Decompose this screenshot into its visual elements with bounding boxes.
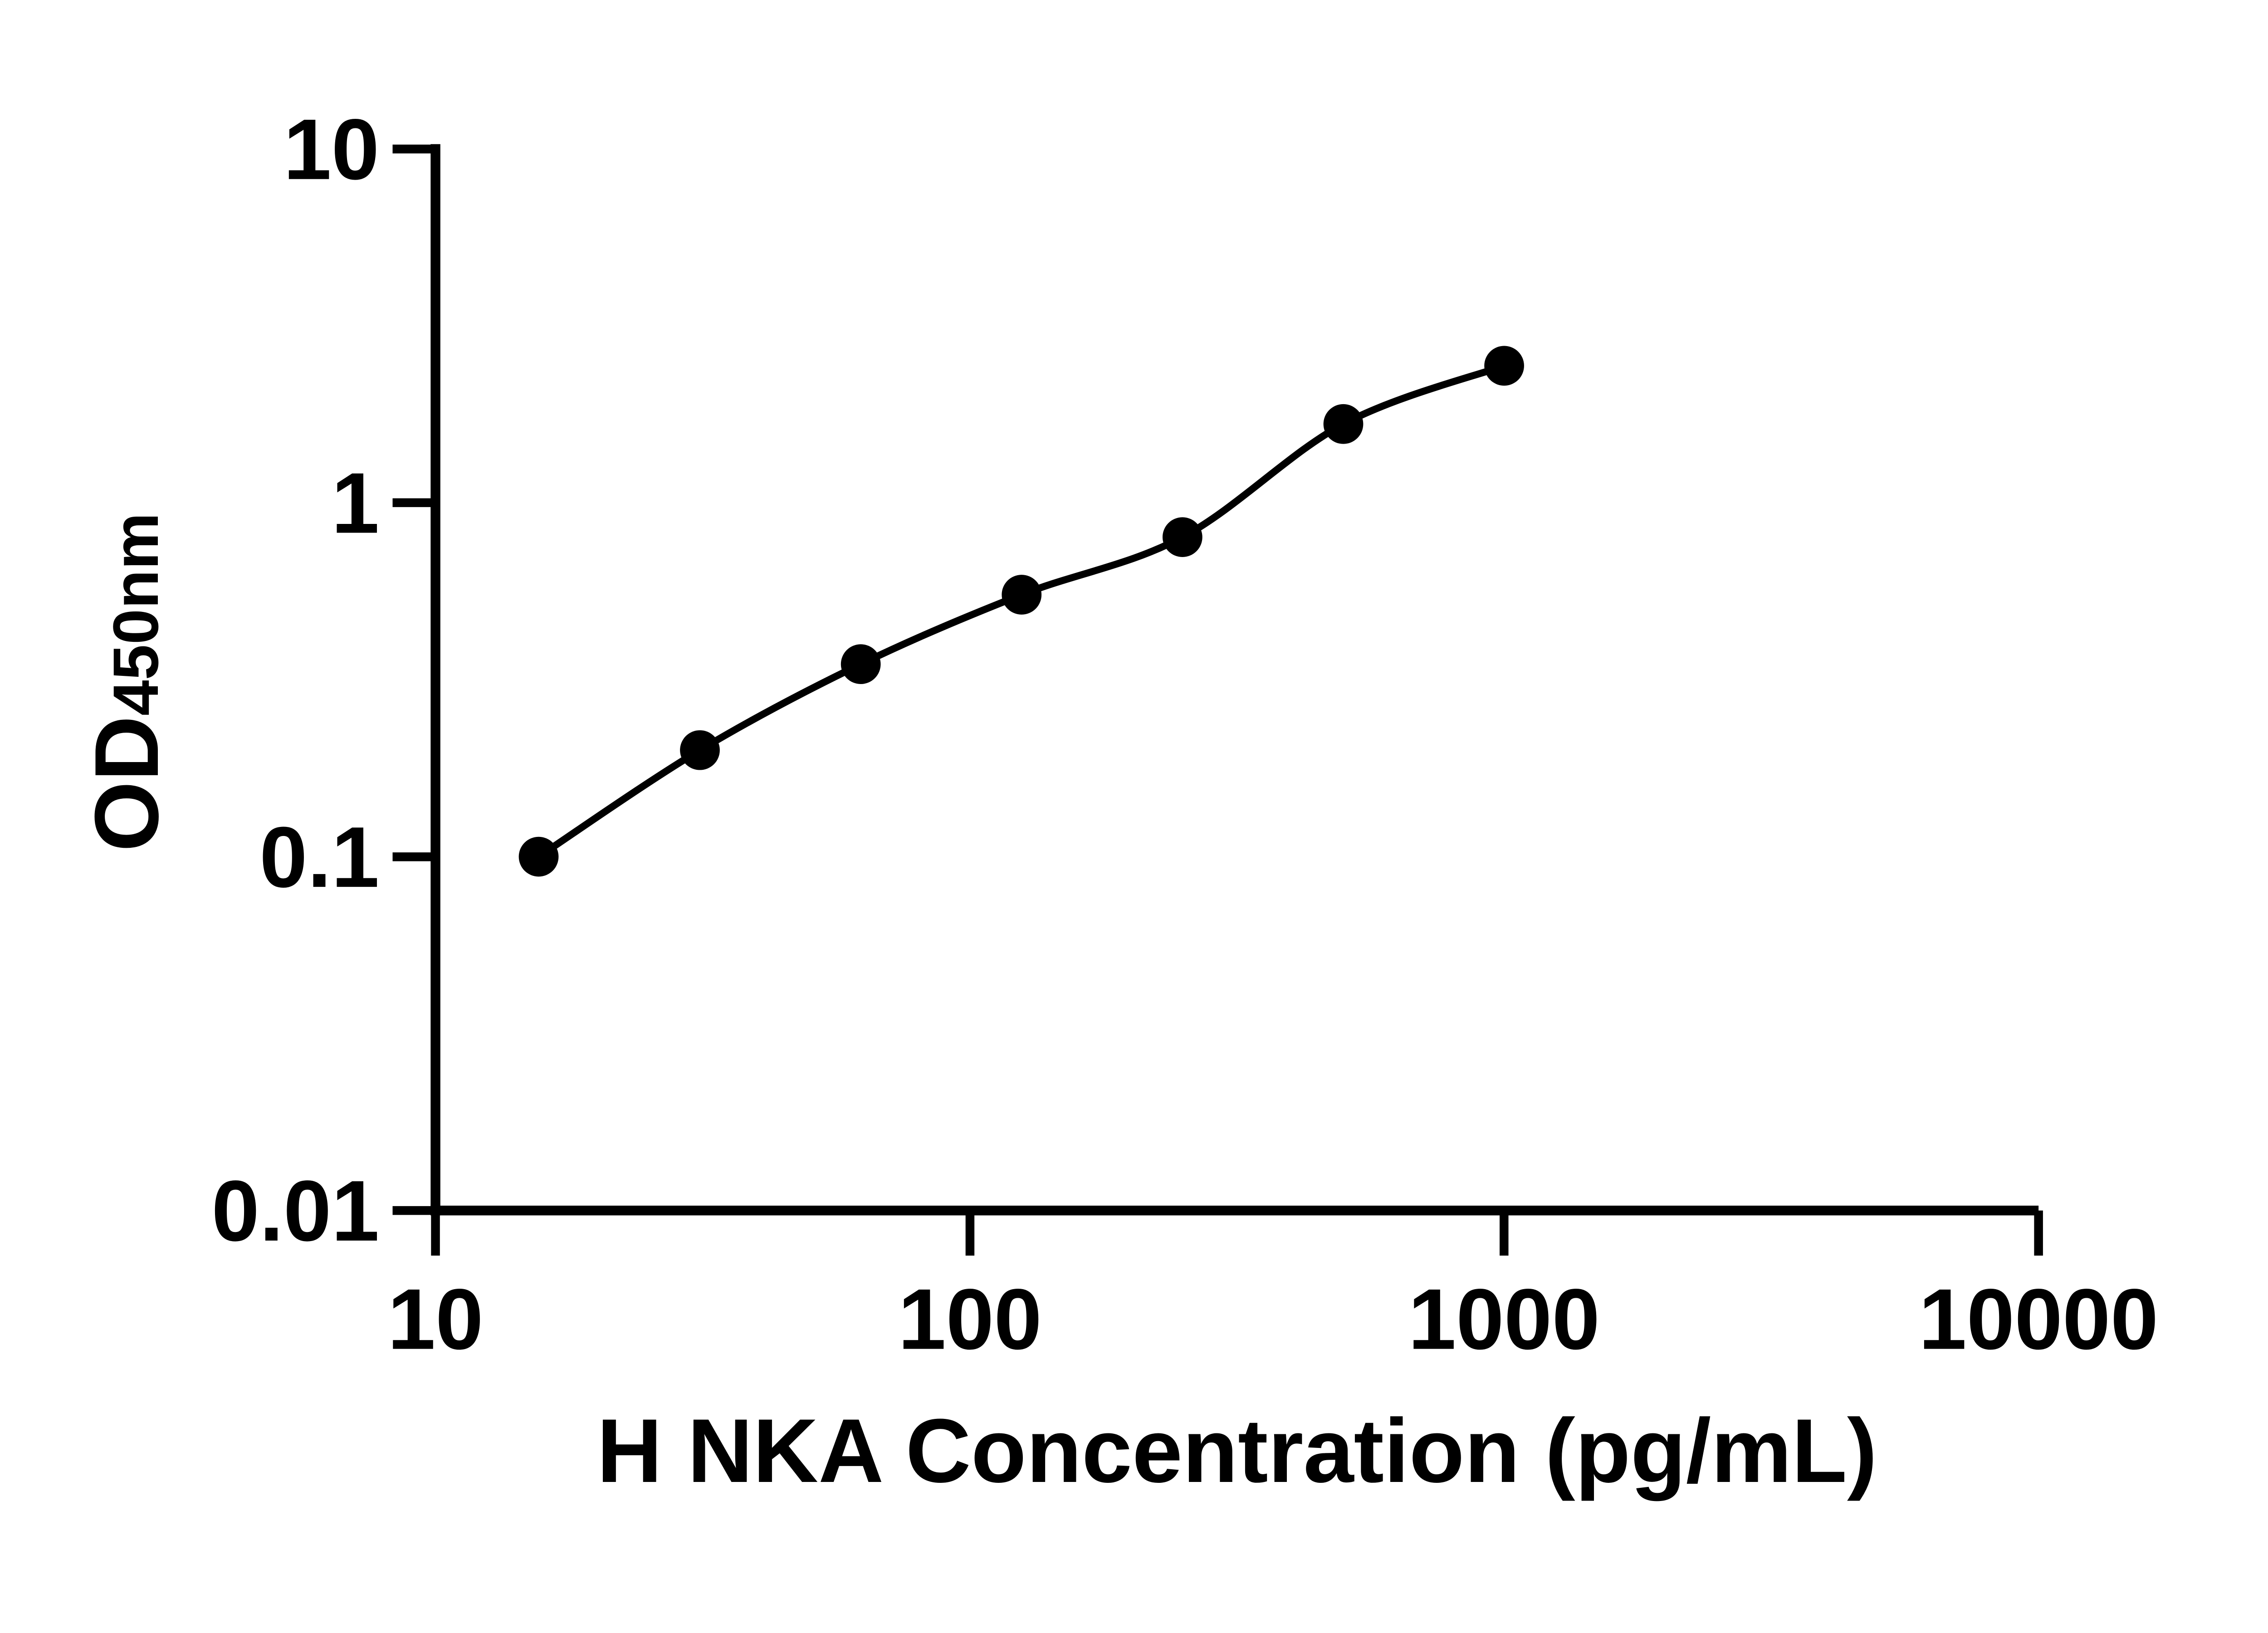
data-point-1000 <box>1484 346 1524 386</box>
x-tick-label-10: 10 <box>387 1271 483 1368</box>
data-point-62.5 <box>841 644 881 684</box>
y-axis-title-main: OD <box>76 716 177 852</box>
data-point-125 <box>1002 575 1042 615</box>
x-tick-label-100: 100 <box>898 1271 1042 1368</box>
y-axis-title: OD450nm <box>76 513 177 851</box>
series-layer <box>518 346 1524 877</box>
chart-canvas: 10 1 0.1 0.01 10 100 1000 10000 H NKA Co… <box>76 101 2159 1502</box>
x-tick-label-10000: 10000 <box>1919 1271 2158 1368</box>
x-tick-label-1000: 1000 <box>1408 1271 1600 1368</box>
y-tick-label-0.01: 0.01 <box>211 1163 379 1259</box>
data-point-500 <box>1323 404 1364 444</box>
y-axis-title-subscript: 450nm <box>100 513 171 716</box>
data-point-15.6 <box>518 836 559 877</box>
y-tick-label-10: 10 <box>284 102 379 198</box>
x-axis-title: H NKA Concentration (pg/mL) <box>597 1400 1877 1501</box>
data-point-31.25 <box>680 730 720 770</box>
data-point-250 <box>1162 517 1202 557</box>
y-tick-label-1: 1 <box>332 455 380 551</box>
elisa-standard-curve-figure: 10 1 0.1 0.01 10 100 1000 10000 H NKA Co… <box>76 101 2159 1502</box>
y-tick-label-0.1: 0.1 <box>259 809 379 905</box>
